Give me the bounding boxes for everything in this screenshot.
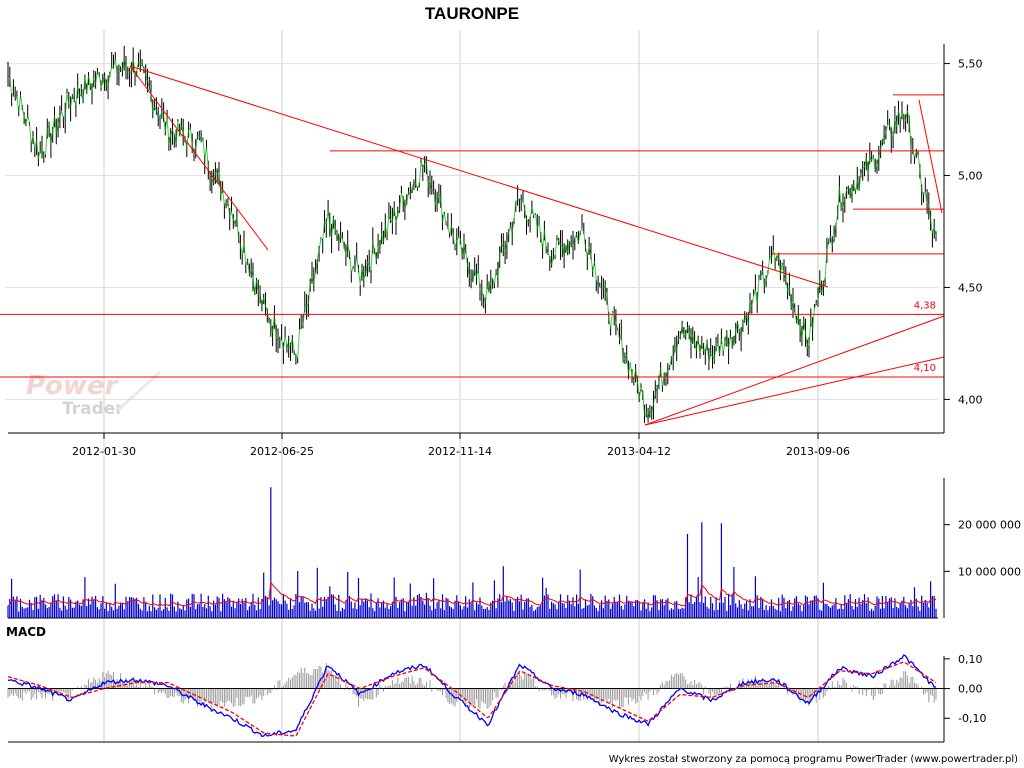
y-tick-label: 5,50 (958, 58, 983, 71)
macd-tick-label: 0,10 (958, 653, 983, 666)
y-tick-label: 4,50 (958, 281, 983, 294)
level-label: 4,10 (914, 363, 936, 374)
trend-line (644, 356, 945, 426)
trend-line (644, 315, 945, 426)
price-panel: PowerTrader 4,38 4,10 5,50 5,00 4,50 4,00 2012-… (0, 30, 983, 742)
x-tick-label: 2013-09-06 (786, 445, 850, 458)
volume-bars (7, 487, 937, 618)
macd-signal-line (7, 661, 937, 737)
level-label: 4,38 (914, 300, 936, 311)
volume-average-line (7, 580, 937, 607)
trend-line (918, 99, 943, 214)
x-tick-label: 2013-04-12 (607, 445, 671, 458)
trend-line (129, 65, 829, 288)
macd-line (7, 654, 937, 738)
y-tick-label: 4,00 (958, 393, 983, 406)
powertrader-logo: PowerTrader (26, 370, 162, 419)
price-close-line (7, 57, 937, 421)
x-tick-label: 2012-01-30 (72, 445, 136, 458)
volume-tick-label: 20 000 000 (958, 519, 1021, 532)
price-hilo-bars (7, 46, 937, 424)
volume-panel: 20 000 000 10 000 000 (7, 478, 1021, 619)
y-tick-label: 5,00 (958, 170, 983, 183)
logo-power: Power (26, 371, 120, 401)
macd-label: MACD (6, 625, 46, 639)
price-bars (7, 46, 937, 424)
macd-histogram (7, 663, 937, 709)
volume-tick-label: 10 000 000 (958, 565, 1021, 578)
logo-swoosh (116, 370, 162, 412)
x-tick-label: 2012-06-25 (250, 445, 314, 458)
macd-tick-label: -0,10 (958, 712, 986, 725)
x-tick-label: 2012-11-14 (428, 445, 492, 458)
logo-trader: Trader (62, 399, 124, 419)
chart-title: TAURONPE (425, 4, 519, 23)
macd-tick-label: 0,00 (958, 683, 983, 696)
footer-credit: Wykres został stworzony za pomocą progra… (609, 754, 1018, 765)
macd-panel: 0,10 0,00 -0,10 (7, 653, 986, 743)
trend-line (129, 65, 269, 251)
